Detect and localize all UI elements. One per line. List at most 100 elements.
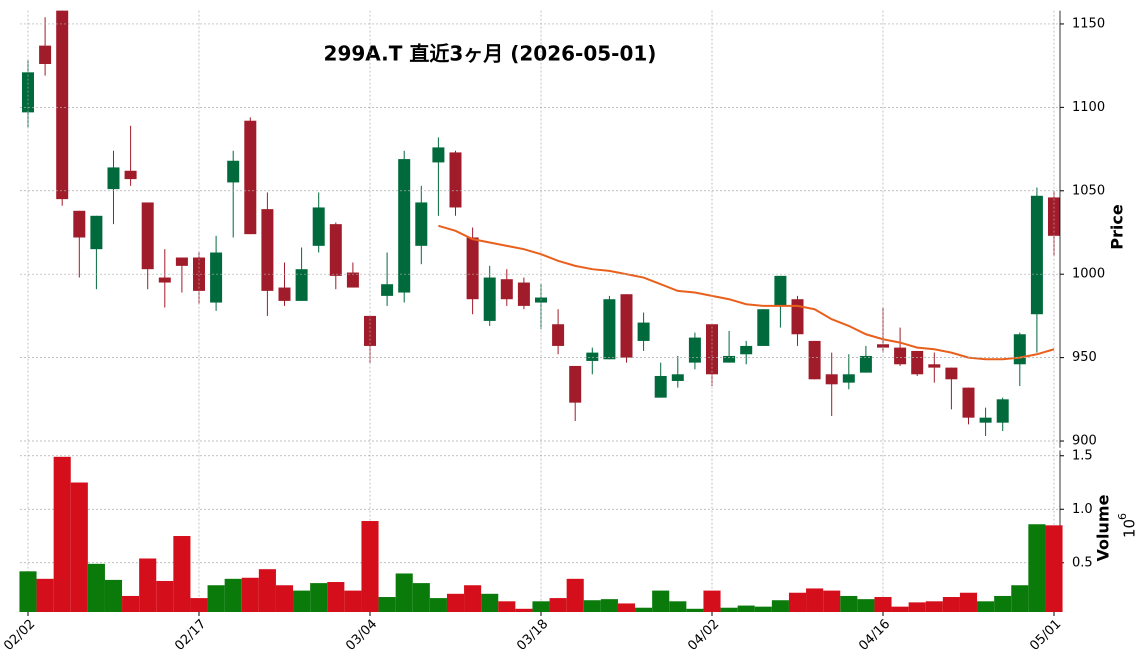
candle-body — [517, 282, 530, 306]
volume-offset-base: 10 — [1121, 519, 1139, 538]
candle-body — [124, 170, 137, 180]
volume-bar — [53, 456, 71, 612]
y-tick-label: 950 — [1072, 350, 1097, 365]
volume-bar — [737, 605, 755, 612]
y-tick-label: 900 — [1072, 434, 1097, 449]
volume-bar — [207, 585, 225, 612]
volume-y-tick-label: 1.0 — [1072, 502, 1093, 517]
candle-body — [688, 337, 701, 363]
volume-bar — [942, 597, 960, 612]
candle-body — [346, 272, 359, 288]
candle-body — [740, 345, 753, 355]
volume-bar — [806, 588, 824, 612]
candle-body — [158, 277, 171, 283]
candle-body — [962, 387, 975, 418]
volume-bar — [908, 602, 926, 612]
volume-y-tick-label: 1.5 — [1072, 448, 1093, 463]
candle-body — [295, 269, 308, 301]
candle-body — [210, 252, 223, 303]
volume-bar — [241, 577, 259, 612]
candle-body — [1013, 334, 1026, 365]
candle-body — [244, 120, 257, 235]
candle-body — [928, 364, 941, 368]
candle-body — [620, 294, 633, 358]
volume-bar — [669, 601, 687, 612]
volume-bar — [532, 601, 550, 612]
volume-bar — [994, 595, 1012, 612]
candle-body — [877, 344, 889, 348]
candle-body — [39, 45, 52, 64]
candle-body — [312, 207, 325, 246]
volume-bar — [959, 592, 978, 612]
volume-bar — [771, 600, 789, 612]
candle-body — [73, 210, 86, 238]
candle-body — [825, 374, 838, 385]
volume-bar — [361, 521, 379, 612]
volume-bar — [925, 601, 943, 612]
candle-body — [415, 202, 428, 246]
candle-body — [175, 257, 188, 266]
volume-bar — [549, 598, 567, 612]
volume-bar — [891, 606, 909, 612]
candle-body — [278, 287, 291, 301]
volume-bar — [977, 601, 995, 612]
candle-body — [894, 347, 907, 365]
volume-bar — [412, 583, 430, 612]
volume-bar — [720, 607, 738, 612]
volume-bar — [258, 569, 276, 612]
volume-bar — [600, 599, 618, 612]
candle-body — [723, 355, 736, 363]
x-tick-label: 05/01 — [1027, 617, 1064, 654]
candle-body — [1048, 197, 1060, 236]
candle-body — [552, 324, 565, 346]
candle-body — [329, 224, 342, 276]
volume-bar — [327, 582, 345, 612]
volume-bar — [1045, 525, 1063, 612]
volume-bar — [583, 600, 601, 612]
candle-body — [996, 399, 1009, 423]
volume-bar — [36, 578, 54, 612]
y-tick-label: 1100 — [1072, 100, 1105, 115]
y-tick-label: 1050 — [1072, 183, 1105, 198]
candle-body — [654, 375, 667, 398]
candle-body — [774, 275, 787, 306]
candle-body — [193, 257, 205, 291]
candle-body — [791, 299, 804, 335]
candle-body — [586, 352, 599, 361]
y-tick-label: 1150 — [1072, 16, 1105, 31]
volume-bar — [310, 583, 328, 612]
volume-bar — [652, 590, 670, 612]
x-tick-label: 03/04 — [343, 617, 380, 654]
candle-body — [432, 147, 445, 163]
y-tick-label: 1000 — [1072, 267, 1105, 282]
volume-bar — [857, 599, 875, 612]
volume-bar — [617, 603, 636, 612]
x-tick-label: 03/18 — [514, 617, 551, 654]
volume-y-tick-label: 0.5 — [1072, 555, 1093, 570]
volume-bar — [344, 590, 362, 612]
volume-bar — [1011, 585, 1029, 612]
candle-body — [449, 152, 462, 208]
volume-bar — [429, 598, 447, 612]
volume-bar — [788, 592, 807, 612]
x-tick-label: 04/16 — [856, 617, 893, 654]
candle-body — [569, 365, 582, 403]
volume-offset: 10 6 — [1116, 513, 1139, 538]
volume-bar — [754, 606, 772, 612]
volume-bar — [686, 608, 704, 612]
volume-bar — [156, 580, 174, 612]
candle-body — [808, 340, 821, 380]
volume-bar — [224, 578, 242, 612]
volume-bar — [446, 593, 465, 612]
candle-body — [381, 284, 394, 296]
volume-bar — [190, 598, 208, 612]
volume-bar — [635, 607, 653, 612]
volume-bar — [874, 597, 892, 612]
x-tick-label: 04/02 — [685, 617, 722, 654]
volume-bar — [395, 573, 413, 612]
volume-bar — [515, 608, 533, 612]
volume-bar — [87, 563, 105, 612]
candle-body — [706, 324, 718, 375]
